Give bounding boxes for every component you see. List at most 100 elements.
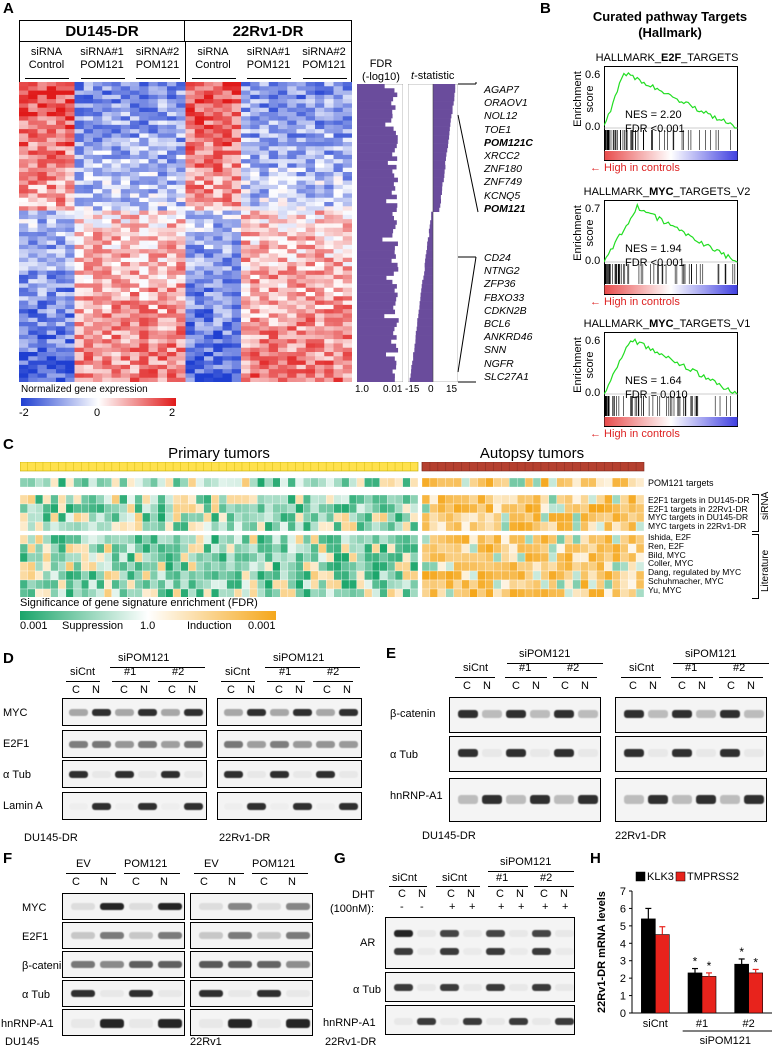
heatmap-cell (167, 330, 177, 336)
heatmap-cell (56, 232, 66, 237)
heatmap-cell (296, 244, 307, 250)
heatmap-cell (130, 103, 140, 109)
heatmap-cell (172, 561, 181, 572)
heatmap-cell (315, 296, 325, 301)
heatmap-cell (65, 309, 75, 314)
heatmap-cell (218, 503, 227, 514)
heatmap-cell (102, 112, 112, 117)
y-tick-label: 2 (620, 973, 626, 985)
heatmap-cell (410, 543, 419, 554)
t-bar (418, 309, 433, 315)
heatmap-cell (348, 477, 357, 488)
heatmap-cell (127, 588, 135, 597)
t-bar (429, 224, 433, 230)
heatmap-cell (295, 552, 304, 563)
heatmap-cell (310, 494, 319, 505)
heatmap-cell (402, 503, 411, 514)
heatmap-cell (176, 317, 186, 323)
heatmap-cell (296, 270, 307, 276)
heatmap-cell (324, 206, 334, 211)
heatmap-cell (111, 150, 122, 156)
lane-c: C (120, 684, 128, 696)
heatmap-cell (204, 364, 214, 370)
heatmap-cell (139, 159, 149, 164)
heatmap-cell (211, 534, 220, 545)
heatmap-cell (19, 369, 29, 374)
gsea-subtitle: (Hallmark) (638, 25, 702, 40)
heatmap-cell (453, 552, 462, 563)
heatmap-cell (272, 477, 281, 488)
fdr-tick-1: 1.0 (355, 384, 369, 395)
y-tick-label: 3 (620, 956, 626, 968)
heatmap-cell (250, 116, 260, 121)
heatmap-cell (65, 112, 75, 117)
heatmap-cell (259, 219, 270, 224)
heatmap-cell (185, 150, 196, 156)
heatmap-cell (469, 588, 478, 597)
heatmap-cell (222, 232, 233, 237)
heatmap-cell (287, 249, 297, 254)
heatmap-cell (176, 360, 186, 366)
heatmap-cell (250, 99, 260, 104)
heatmap-cell (257, 588, 266, 597)
heatmap-cell (250, 360, 260, 366)
legend-tick-max: 2 (169, 407, 176, 419)
heatmap-cell (142, 561, 151, 572)
heatmap-cell (296, 150, 307, 156)
heatmap-cell (93, 334, 103, 340)
heatmap-cell (333, 543, 342, 554)
heatmap-cell (157, 193, 168, 199)
protein-band (486, 930, 505, 937)
heatmap-cell (111, 253, 122, 259)
heatmap-cell (211, 503, 220, 514)
heatmap-cell (278, 133, 288, 139)
heatmap-cell (303, 579, 311, 590)
heatmap-cell (250, 180, 260, 186)
lane-c: C (629, 680, 637, 692)
heatmap-cell (315, 377, 325, 382)
heatmap-cell (102, 296, 112, 301)
heatmap-cell (564, 534, 573, 545)
literature-row-label: Dang, regulated by MYC (648, 567, 742, 578)
heatmap-cell (194, 283, 205, 289)
heatmap-cell (231, 240, 242, 246)
fdr-bar (357, 322, 397, 327)
sipom121-underline (673, 663, 769, 664)
heatmap-cell (278, 369, 288, 374)
heatmap-cell (204, 270, 214, 276)
heatmap-cell (93, 352, 103, 357)
protein-band (184, 803, 203, 810)
heatmap-cell (74, 116, 85, 121)
lane-n: N (295, 684, 303, 696)
heatmap-cell (74, 193, 85, 199)
heatmap-cell (231, 339, 242, 344)
heatmap-cell (65, 343, 75, 349)
heatmap-cell (296, 103, 307, 109)
heatmap-cell (180, 521, 189, 532)
heatmap-cell (111, 116, 122, 121)
heatmap-cell (342, 296, 352, 301)
heatmap-cell (324, 304, 334, 310)
underline (66, 681, 100, 682)
heatmap-cell (203, 579, 212, 590)
fdr-bar (357, 373, 395, 379)
heatmap-cell (241, 300, 251, 306)
heatmap-cell (139, 364, 149, 370)
heatmap-cell (596, 477, 605, 488)
heatmap-cell (19, 206, 29, 211)
heatmap-cell (620, 512, 629, 523)
heatmap-cell (194, 304, 205, 310)
heatmap-cell (73, 579, 82, 590)
heatmap-cell (250, 244, 260, 250)
heatmap-cell (268, 197, 279, 203)
fdr-legend-low: 0.001 (20, 620, 48, 632)
heatmap-cell (148, 176, 159, 181)
heatmap-cell (259, 214, 270, 220)
heatmap-cell (185, 334, 196, 340)
heatmap-cell (241, 296, 251, 301)
heatmap-cell (287, 552, 296, 563)
heatmap-cell (65, 94, 75, 100)
protein-band (184, 771, 203, 778)
heatmap-cell (333, 339, 344, 344)
heatmap-cell (333, 360, 344, 366)
